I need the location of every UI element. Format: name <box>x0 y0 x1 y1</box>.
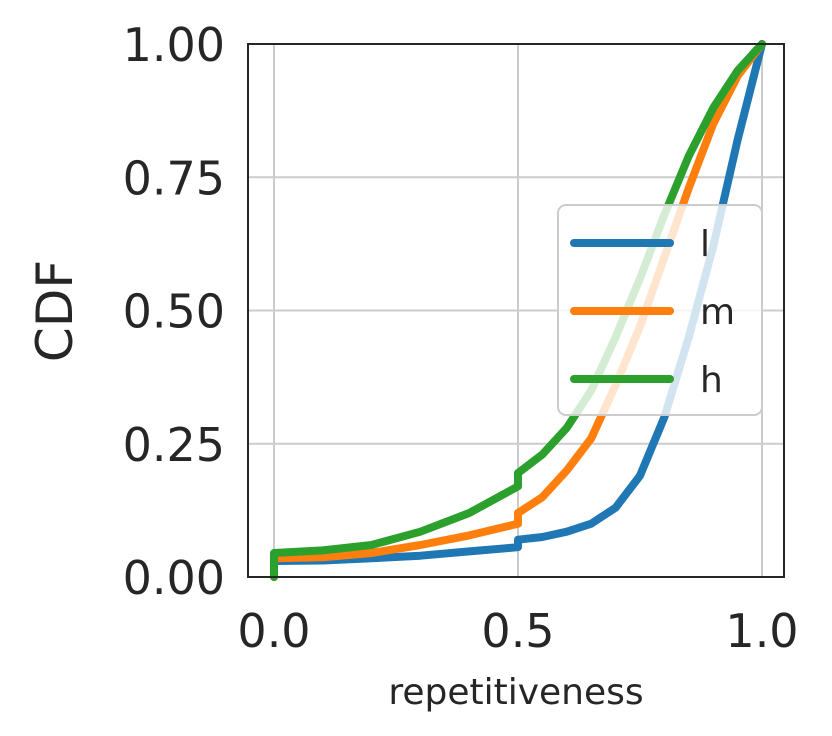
x-tick-label: 0.5 <box>481 604 554 658</box>
y-tick-label: 0.75 <box>123 151 225 205</box>
tick-labels: 0.0 0.5 1.0 0.00 0.25 0.50 0.75 1.00 <box>123 18 799 658</box>
y-tick-label: 0.25 <box>123 418 225 472</box>
legend-label-h: h <box>700 360 723 401</box>
y-tick-label: 1.00 <box>123 18 225 72</box>
x-tick-label: 0.0 <box>237 604 310 658</box>
legend-label-l: l <box>700 224 710 265</box>
series-line-m <box>270 40 766 581</box>
plot-frame <box>247 43 785 578</box>
y-axis-label: CDF <box>26 260 84 362</box>
y-tick-label: 0.00 <box>123 551 225 605</box>
legend-label-m: m <box>700 292 735 333</box>
y-tick-label: 0.50 <box>123 285 225 339</box>
legend: lmh <box>557 204 763 416</box>
x-tick-label: 1.0 <box>725 604 798 658</box>
series-line-h <box>270 40 766 581</box>
x-axis-label: repetitiveness <box>388 672 643 713</box>
